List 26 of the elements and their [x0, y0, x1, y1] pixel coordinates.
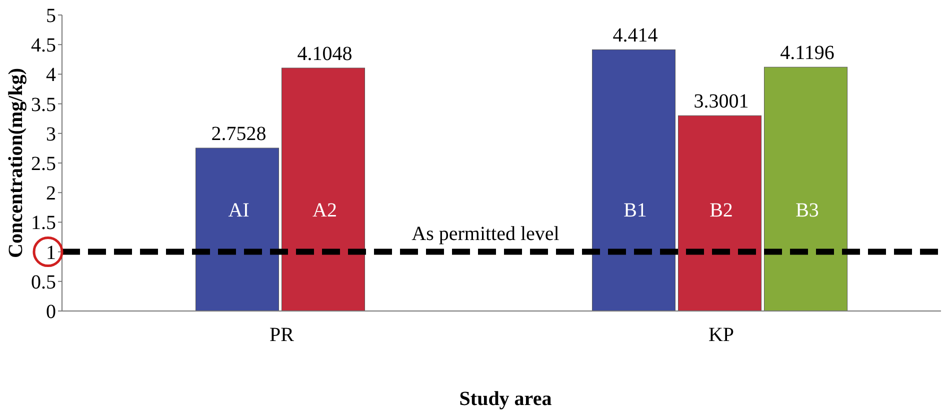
y-tick-label: 0.5 [31, 271, 56, 294]
y-tick-label: 4 [46, 64, 56, 86]
y-tick-label: 1 [46, 242, 56, 264]
y-tick-label: 5 [46, 5, 56, 27]
data-label: 4.414 [612, 24, 658, 47]
y-axis-title: Concentration(mg/kg) [5, 68, 27, 258]
data-label: 3.3001 [694, 90, 749, 113]
y-tick-label: 4.5 [31, 34, 56, 57]
y-tick-label: 2.5 [31, 153, 56, 175]
series-label: B1 [624, 199, 647, 222]
y-tick-label: 1.5 [31, 212, 56, 234]
x-tick-label: KP [708, 324, 734, 346]
y-tick-label: 0 [46, 301, 56, 323]
x-axis-title: Study area [459, 388, 552, 410]
series-label: A2 [312, 199, 337, 222]
data-label: 4.1196 [780, 42, 834, 64]
series-label: B2 [710, 199, 733, 222]
ref-line-label: As permitted level [412, 222, 560, 245]
data-label: 4.1048 [297, 42, 352, 65]
series-label: AI [228, 199, 250, 222]
y-tick-label: 2 [46, 182, 56, 205]
series-label: B3 [796, 199, 819, 222]
y-tick-label: 3 [46, 123, 56, 146]
x-tick-label: PR [270, 324, 295, 346]
y-tick-label: 3.5 [31, 94, 56, 116]
data-label: 2.7528 [211, 123, 266, 146]
